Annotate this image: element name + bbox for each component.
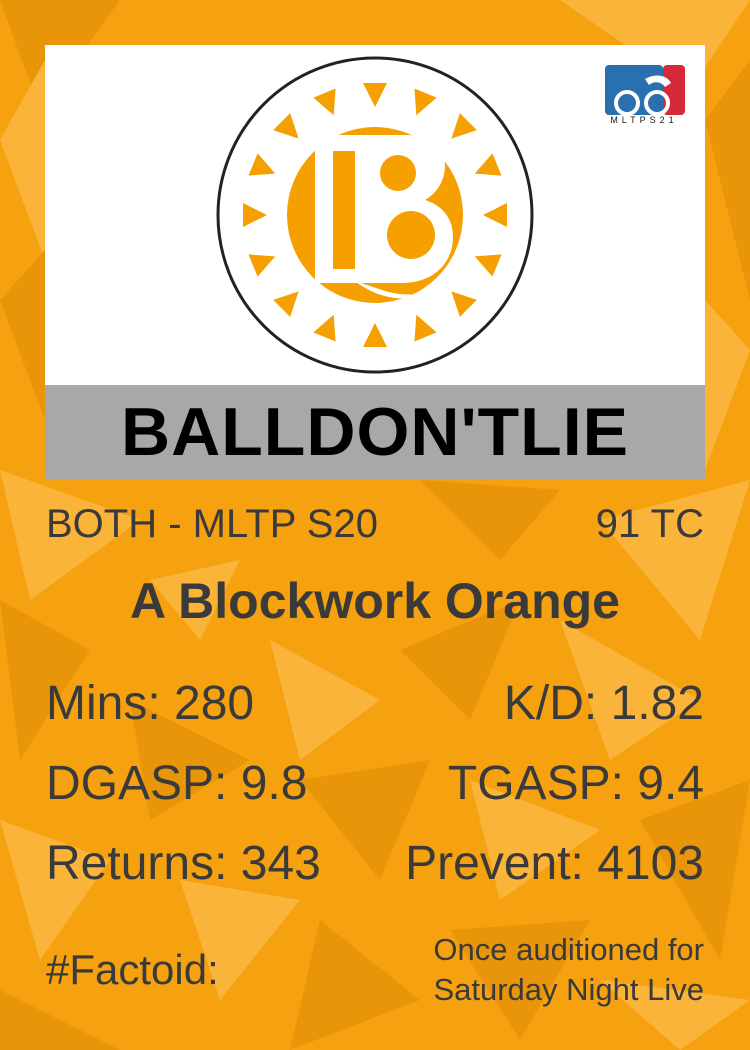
name-bar: BALLDON'TLIE [45,385,705,479]
factoid-line-2: Saturday Night Live [433,972,704,1007]
stat-kd: K/D: 1.82 [503,677,704,730]
team-abbreviation: 91 TC [595,502,704,546]
league-badge-text: MLTPS21 [610,115,678,125]
logo-panel: MLTPS21 [45,45,705,385]
stat-prevent: Prevent: 4103 [405,837,704,890]
team-name: A Blockwork Orange [130,573,620,629]
factoid-text: Once auditioned for Saturday Night Live [384,930,704,1010]
stat-row-1: Mins: 280 K/D: 1.82 [46,676,704,731]
player-name: BALLDON'TLIE [121,394,629,470]
factoid-line-1: Once auditioned for [433,932,704,967]
position-season: BOTH - MLTP S20 [46,502,378,546]
stat-dgasp: DGASP: 9.8 [46,757,308,810]
stat-tgasp: TGASP: 9.4 [447,757,704,810]
sunburst-b-icon [216,56,534,374]
position-row: BOTH - MLTP S20 91 TC [46,502,704,547]
stat-row-3: Returns: 343 Prevent: 4103 [46,836,704,891]
stat-mins: Mins: 280 [46,677,255,730]
stat-row-2: DGASP: 9.8 TGASP: 9.4 [46,756,704,811]
factoid-label: #Factoid: [46,946,219,993]
stat-returns: Returns: 343 [46,837,321,890]
factoid-row: #Factoid: Once auditioned for Saturday N… [46,930,704,1010]
mltp-ball-icon [605,65,685,116]
